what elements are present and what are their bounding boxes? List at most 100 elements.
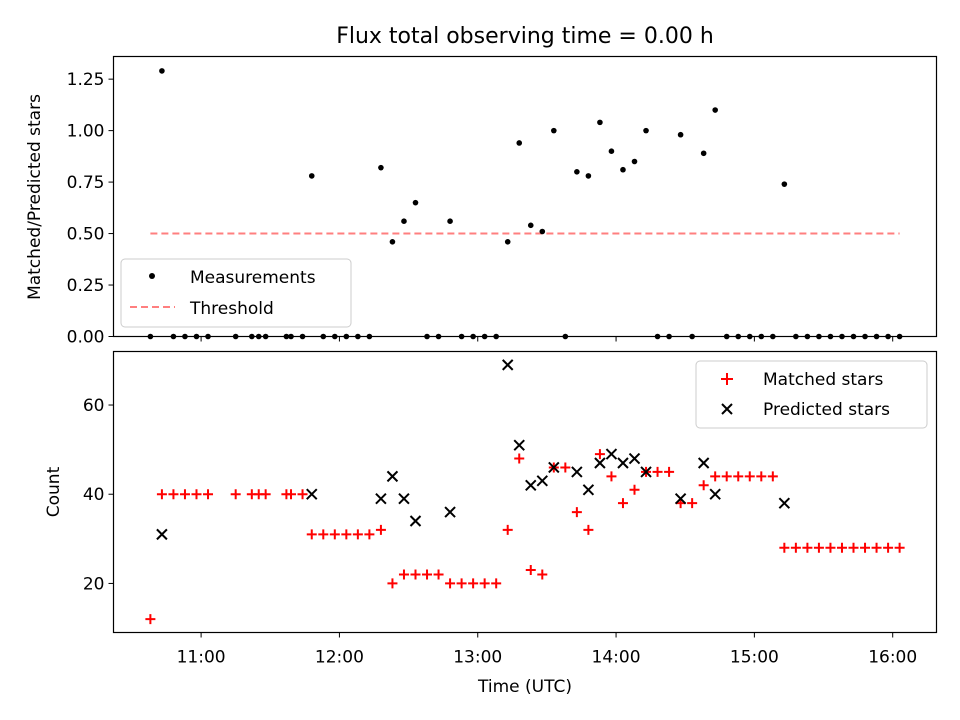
top-legend: Measurements Threshold [120, 258, 352, 328]
predicted-star-point [617, 457, 629, 469]
measurement-point [574, 168, 580, 175]
predicted-star-point [548, 461, 560, 474]
matched-star-point [445, 578, 456, 589]
measurement-point [620, 166, 626, 173]
predicted-star-point [409, 515, 422, 527]
bottom-x-tick-label: 14:00 [592, 648, 641, 668]
bottom-x-tick-label: 16:00 [868, 648, 917, 668]
matched-star-point [594, 449, 605, 460]
matched-star-point [744, 471, 755, 482]
bottom-legend-box [695, 360, 928, 429]
matched-star-point [802, 542, 813, 553]
legend-matched-marker [721, 373, 733, 385]
matched-star-point [375, 524, 386, 535]
matched-star-point [286, 489, 297, 500]
top-y-tick-label: 0.75 [67, 173, 105, 193]
bottom-plot-marks [145, 359, 905, 625]
legend-predicted-label: Predicted stars [763, 400, 890, 420]
matched-star-point [894, 542, 905, 553]
matched-star-point [790, 542, 801, 553]
matched-star-point [698, 480, 709, 491]
measurement-point [712, 107, 718, 113]
top-y-tick-label: 0.25 [67, 276, 105, 296]
matched-star-point [825, 542, 836, 553]
matched-star-point [230, 489, 241, 500]
predicted-star-point [513, 439, 525, 451]
top-y-tick-label: 0.00 [67, 328, 105, 348]
matched-star-point [468, 578, 479, 589]
measurement-point [389, 238, 396, 245]
bottom-x-tick-label: 15:00 [730, 648, 779, 668]
predicted-star-point [697, 457, 710, 469]
matched-star-point [306, 529, 317, 540]
matched-star-point [836, 542, 847, 553]
matched-star-point [179, 489, 190, 500]
matched-star-point [537, 569, 548, 580]
matched-star-point [168, 489, 179, 500]
matched-star-point [617, 498, 628, 509]
matched-star-point [297, 489, 308, 500]
measurement-point [516, 140, 523, 146]
top-axes-frame [112, 55, 938, 338]
predicted-star-point [628, 452, 641, 465]
measurement-point [631, 158, 638, 165]
matched-star-point [502, 524, 513, 535]
predicted-star-point [444, 506, 456, 518]
measurement-point [412, 199, 419, 206]
measurement-point [527, 222, 534, 229]
measurement-point [608, 148, 615, 155]
top-y-ticks: 0.00 0.25 0.50 0.75 1.00 1.25 [67, 70, 114, 348]
bottom-x-tick-label: 13:00 [453, 648, 502, 668]
matched-star-point [364, 529, 375, 540]
matched-star-point [479, 578, 490, 589]
legend-matched-label: Matched stars [763, 370, 883, 390]
bottom-legend: Matched stars Predicted stars [695, 360, 928, 429]
matched-star-point [583, 524, 594, 535]
matched-star-point [779, 542, 790, 553]
matched-star-point [871, 542, 882, 553]
measurement-point [700, 150, 707, 157]
measurement-point [159, 68, 165, 74]
legend-measurements-marker [149, 273, 155, 279]
top-legend-box [120, 258, 352, 328]
matched-star-point [260, 489, 271, 500]
bottom-y-ticks: 20 40 60 [83, 396, 114, 594]
predicted-star-point [536, 475, 548, 487]
matched-star-point [848, 542, 859, 553]
measurement-point [677, 131, 684, 138]
matched-star-point [398, 569, 409, 580]
measurement-point [539, 228, 546, 235]
matched-star-point [145, 614, 156, 625]
matched-star-point [422, 569, 433, 580]
predicted-star-point [778, 497, 791, 509]
bottom-x-ticks: 11:00 12:00 13:00 14:00 15:00 16:00 [177, 632, 917, 668]
predicted-star-point [502, 359, 514, 371]
predicted-star-point [605, 448, 618, 460]
matched-star-point [883, 542, 894, 553]
measurement-point [447, 218, 453, 225]
measurement-point [378, 164, 384, 171]
top-panel: Flux total observing time = 0.00 h Match… [25, 24, 938, 348]
predicted-star-point [156, 528, 168, 541]
matched-star-point [341, 529, 352, 540]
measurement-point [401, 218, 407, 225]
measurement-point [781, 181, 788, 187]
matched-star-point [860, 542, 871, 553]
measurement-point [504, 238, 511, 245]
predicted-star-point [398, 492, 410, 505]
legend-threshold-label: Threshold [189, 299, 274, 319]
matched-star-point [560, 462, 571, 473]
predicted-star-point [582, 484, 595, 496]
matched-star-point [606, 471, 617, 482]
bottom-x-axis-label: Time (UTC) [477, 677, 572, 697]
bottom-y-tick-label: 20 [83, 574, 105, 594]
matched-star-point [352, 529, 363, 540]
predicted-star-point [674, 492, 687, 505]
bottom-x-tick-label: 12:00 [315, 648, 364, 668]
matched-star-point [410, 569, 421, 580]
matched-star-point [756, 471, 767, 482]
matched-star-point [813, 542, 824, 553]
matched-star-point [191, 489, 202, 500]
